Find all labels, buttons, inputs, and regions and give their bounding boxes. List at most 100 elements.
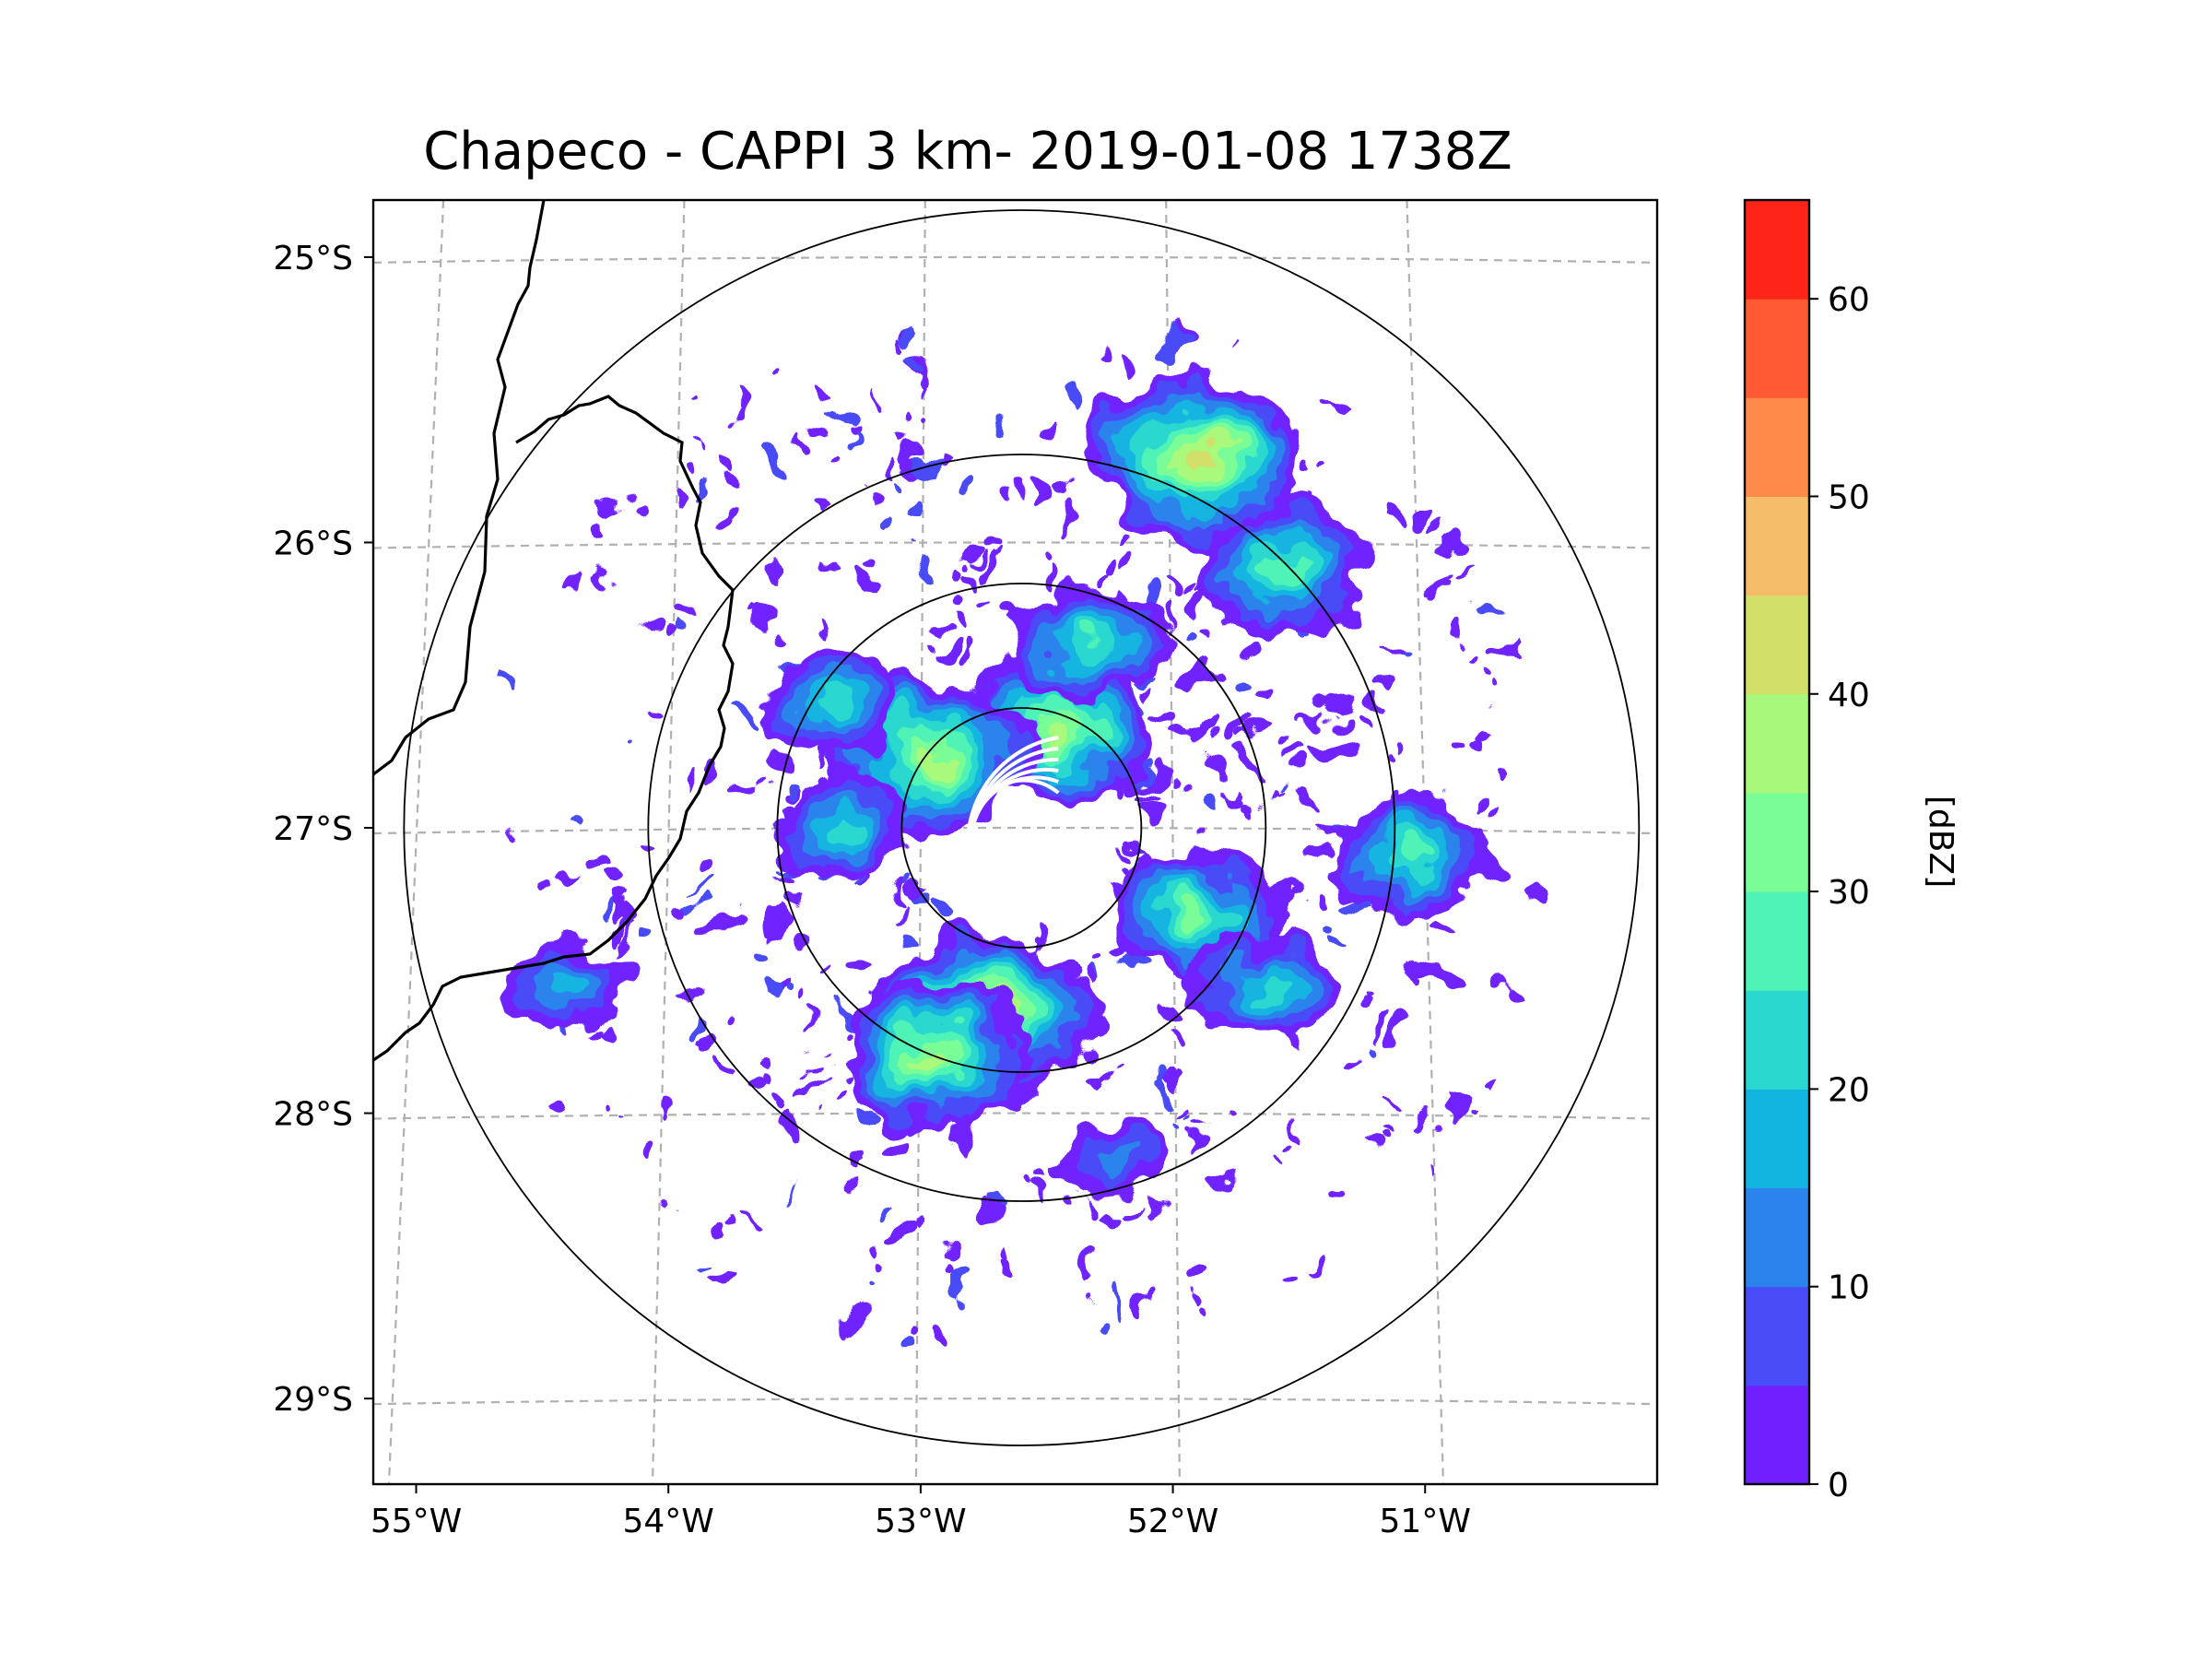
weak-echo	[1040, 484, 1056, 509]
echo-cells	[507, 376, 1492, 1194]
weak-echo	[925, 612, 941, 626]
weak-echo	[1436, 534, 1461, 555]
colorbar-segment	[1745, 1089, 1809, 1189]
weak-echo	[1153, 788, 1179, 808]
weak-echo	[1144, 1197, 1164, 1221]
weak-echo	[1501, 996, 1525, 1015]
weak-echo	[1479, 685, 1492, 698]
colorbar: 0 10 20 30 40 50 60 [dBZ]	[1743, 198, 1959, 1504]
weak-echo	[1149, 780, 1170, 791]
weak-echo	[1071, 386, 1087, 408]
weak-echo	[782, 1118, 803, 1143]
weak-echo	[585, 1027, 603, 1042]
weak-echo	[1008, 489, 1027, 499]
weak-echo	[1288, 897, 1301, 916]
weak-echo	[728, 472, 747, 490]
weak-echo	[893, 933, 909, 948]
weak-echo	[1327, 690, 1354, 711]
colorbar-tick-label: 10	[1828, 1269, 1870, 1307]
weak-echo	[877, 1243, 890, 1260]
weak-echo	[852, 1111, 871, 1131]
weak-echo	[1089, 976, 1104, 997]
weak-echo	[641, 1141, 660, 1159]
weak-echo	[930, 635, 949, 652]
weak-echo	[684, 631, 697, 649]
colorbar-tick-label: 50	[1828, 478, 1870, 516]
weak-echo	[976, 603, 992, 614]
echo-cell	[1191, 933, 1332, 1037]
weak-echo	[1378, 665, 1403, 685]
weak-echo	[896, 478, 905, 490]
weak-echo	[1164, 1088, 1178, 1105]
weak-echo	[880, 385, 891, 410]
weak-echo	[1041, 551, 1057, 563]
weak-echo	[863, 558, 877, 571]
colorbar-tick-label: 60	[1828, 281, 1870, 319]
weak-echo	[746, 1218, 763, 1232]
x-tick-label: 52°W	[1127, 1503, 1218, 1540]
echo-cell	[1333, 797, 1492, 915]
weak-echo	[761, 1073, 772, 1085]
weak-echo	[1477, 666, 1491, 679]
weak-echo	[1243, 636, 1262, 654]
weak-echo	[899, 1318, 913, 1332]
echo-cell	[1089, 376, 1307, 537]
weak-echo	[881, 1198, 895, 1217]
colorbar-segment	[1745, 496, 1809, 596]
weak-echo	[1416, 967, 1429, 986]
weak-echo	[896, 1224, 912, 1244]
weak-echo	[726, 1220, 737, 1231]
weak-echo	[818, 749, 830, 769]
meridian-gridline	[914, 199, 926, 1485]
weak-echo	[1221, 678, 1249, 702]
weak-echo	[1289, 761, 1317, 775]
weak-echo	[1125, 955, 1141, 972]
weak-echo	[1259, 687, 1280, 705]
range-ring	[900, 707, 1143, 949]
weak-echo	[816, 494, 831, 513]
weak-echo	[601, 866, 631, 883]
weak-echo	[1363, 1039, 1378, 1055]
weak-echo	[888, 1332, 907, 1355]
colorbar-tick-label: 40	[1828, 677, 1870, 714]
parallel-gridline	[372, 255, 1658, 265]
weak-echo	[553, 1088, 573, 1108]
weak-echo	[1281, 1163, 1292, 1176]
weak-echo	[547, 879, 556, 892]
weak-echo	[1453, 729, 1468, 746]
weak-echo	[1354, 999, 1363, 1008]
weak-echo	[1185, 717, 1209, 737]
weak-echo	[1311, 832, 1340, 846]
axes-frame	[371, 198, 1659, 1486]
weak-echo	[777, 1095, 794, 1111]
weak-echo	[908, 500, 924, 523]
weak-echo	[635, 933, 653, 948]
weak-echo	[608, 937, 634, 946]
weak-echo	[1159, 707, 1175, 725]
weak-echo	[1233, 1098, 1242, 1107]
weak-echo	[696, 1254, 710, 1271]
weak-echo	[908, 885, 917, 897]
weak-echo	[639, 613, 662, 632]
weak-echo	[1042, 1161, 1054, 1173]
weak-echo	[1389, 733, 1399, 746]
weak-echo	[1083, 1255, 1097, 1278]
weak-echo	[662, 632, 685, 652]
weak-echo	[865, 1280, 876, 1290]
echo-contour	[829, 816, 862, 840]
weak-echo	[1238, 748, 1251, 767]
weak-echo	[617, 750, 626, 758]
weak-echo	[721, 448, 741, 471]
echo-cell	[759, 644, 907, 754]
weak-echo	[819, 561, 831, 575]
state-border	[373, 395, 735, 1062]
colorbar-segment	[1745, 693, 1809, 794]
weak-echo	[953, 638, 968, 655]
weak-echo	[1297, 793, 1312, 806]
parallel-gridline	[372, 1112, 1658, 1120]
weak-echo	[1137, 1294, 1155, 1310]
weak-echo	[687, 606, 712, 626]
range-ring	[647, 454, 1396, 1202]
colorbar-segment	[1745, 891, 1809, 991]
range-ring	[403, 209, 1641, 1446]
